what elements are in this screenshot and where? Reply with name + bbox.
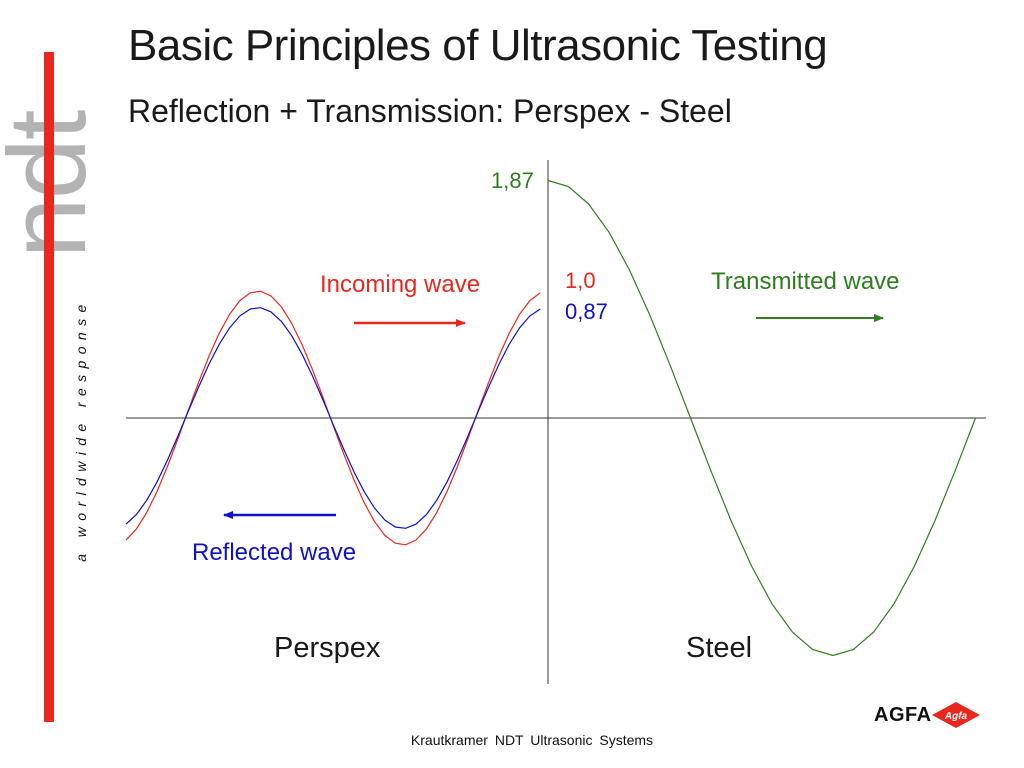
reflected-amplitude-label: 0,87 — [565, 299, 608, 324]
transmitted-wave-label: Transmitted wave — [711, 268, 900, 295]
agfa-logo-wordmark: AGFA — [874, 704, 932, 726]
reflected-wave-label: Reflected wave — [192, 539, 357, 566]
slide-title: Basic Principles of Ultrasonic Testing — [128, 21, 828, 70]
transmitted-wave-curve — [547, 179, 977, 657]
incoming-amplitude-label: 1,0 — [565, 268, 596, 293]
reflected-wave-curve — [125, 307, 541, 529]
brand-accent-rule — [44, 52, 54, 722]
medium-label-steel: Steel — [686, 632, 753, 664]
medium-label-perspex: Perspex — [274, 632, 381, 664]
incoming-wave-label: Incoming wave — [320, 271, 481, 298]
brand-strip: ndt a worldwide response — [0, 0, 110, 768]
footer-text: Krautkramer NDT Ultrasonic Systems — [410, 732, 654, 748]
slide-subtitle: Reflection + Transmission: Perspex - Ste… — [128, 93, 732, 129]
svg-text:Agfa: Agfa — [944, 711, 968, 722]
agfa-logo-rhombus-icon: Agfa — [932, 702, 980, 728]
transmitted-amplitude-label: 1,87 — [491, 168, 534, 193]
